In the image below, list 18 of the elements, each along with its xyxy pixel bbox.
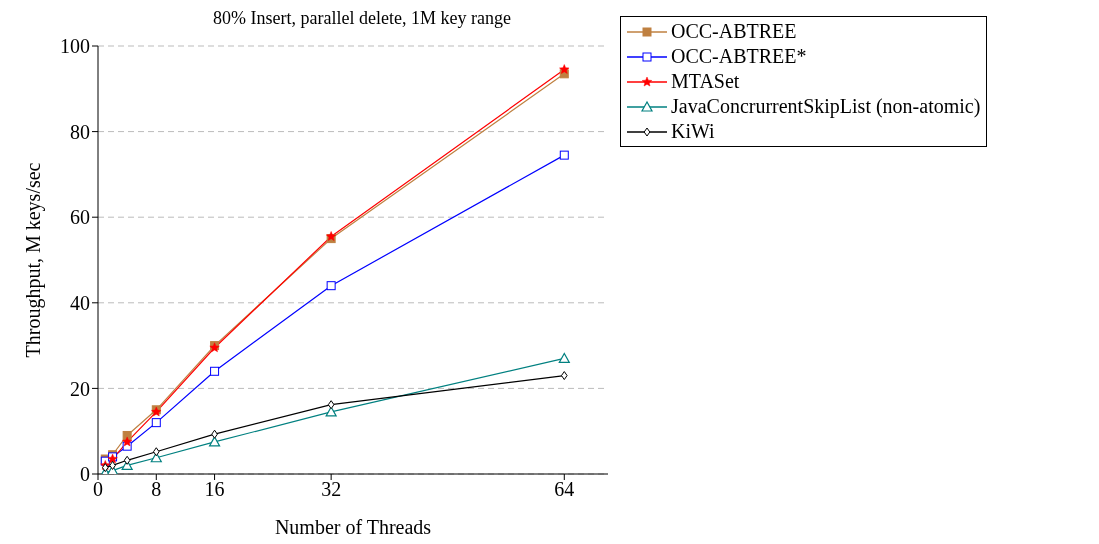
y-tick-label: 20 <box>70 377 90 400</box>
x-tick-label: 8 <box>151 478 162 501</box>
y-axis-title: Throughput, M keys/sec <box>22 162 46 358</box>
chart-title: 80% Insert, parallel delete, 1M key range <box>212 8 512 29</box>
legend-label: OCC-ABTREE* <box>670 44 807 69</box>
legend-label: JavaConcrurrentSkipList (non-atomic) <box>670 94 981 119</box>
y-tick-label: 60 <box>70 206 90 229</box>
y-tick-label: 40 <box>70 291 90 314</box>
x-tick-label: 64 <box>554 478 575 501</box>
legend-label: MTASet <box>670 69 740 94</box>
x-tick-label: 16 <box>204 478 225 501</box>
x-axis-title: Number of Threads <box>274 516 432 538</box>
y-tick-label: 80 <box>70 120 90 143</box>
y-tick-label: 100 <box>60 35 90 58</box>
legend-label: OCC-ABTREE <box>670 19 797 44</box>
legend-label: KiWi <box>670 119 715 144</box>
y-tick-label: 0 <box>80 463 90 486</box>
x-tick-label: 32 <box>321 478 342 501</box>
